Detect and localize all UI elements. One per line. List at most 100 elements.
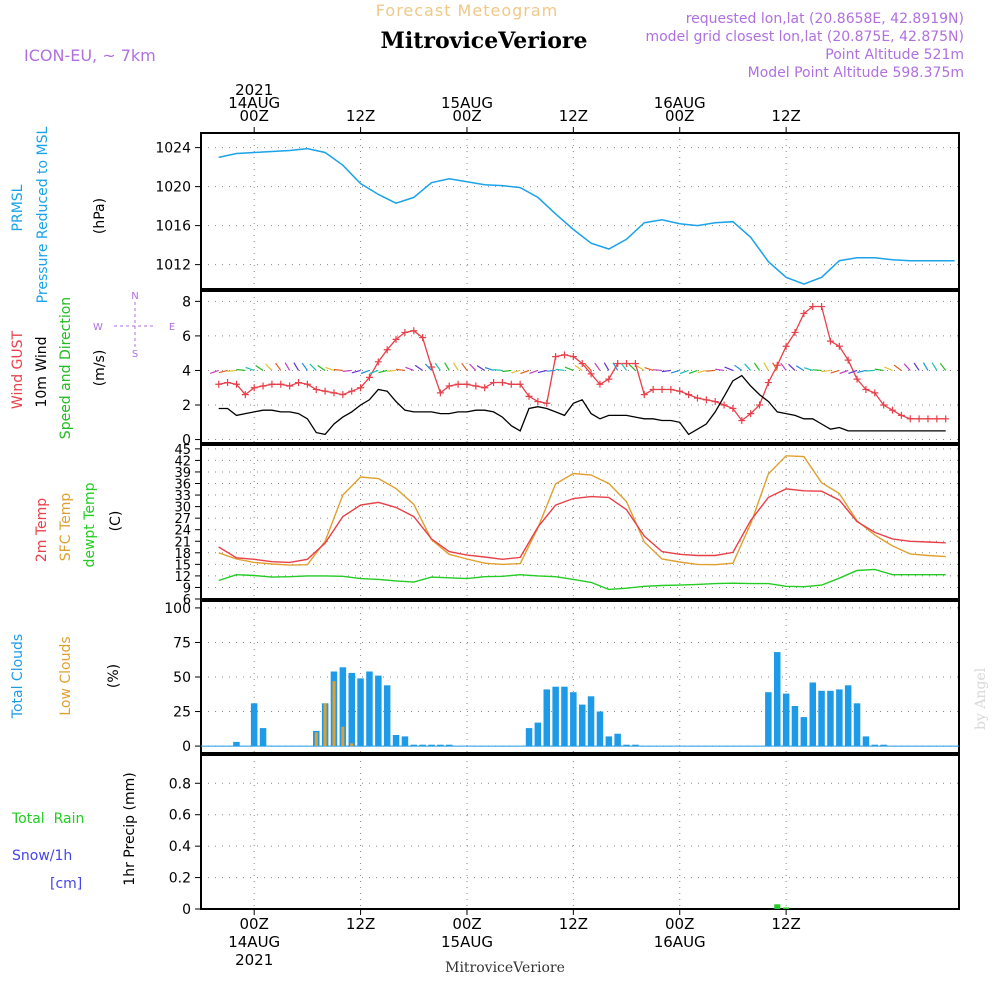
gust-point — [436, 389, 444, 397]
wind-direction-arrow — [414, 364, 423, 371]
precip-unit: 1hr Precip (mm) — [122, 772, 138, 885]
cm-label: [cm] — [50, 876, 82, 892]
gust-point — [303, 380, 311, 388]
total-cloud-bar — [561, 686, 568, 747]
bottom-time-label: 12Z — [346, 915, 375, 933]
total-cloud-bar — [383, 685, 391, 747]
y-tick-label: 1020 — [155, 180, 191, 196]
gust-point — [472, 382, 480, 390]
wind-direction-arrow — [360, 369, 370, 375]
gust-point — [481, 384, 489, 392]
y-tick-label: 39 — [174, 466, 191, 481]
wind-direction-arrow — [333, 368, 343, 372]
top-time-label: 00Z — [665, 107, 694, 125]
wind-direction-arrow — [284, 362, 291, 371]
gust-point — [525, 392, 533, 400]
temp-labels: 2m Temp SFC Temp dewpt Temp (C) — [34, 482, 124, 567]
wind-direction-arrow — [395, 368, 405, 372]
total-cloud-bar — [623, 744, 630, 747]
bottom-time-label: 15AUG — [441, 933, 493, 951]
pressure-line — [218, 147, 955, 285]
wind-direction-arrow — [594, 362, 601, 371]
gust-point — [623, 360, 631, 368]
rain-bar — [783, 907, 790, 909]
wind-direction-arrow — [903, 363, 911, 371]
y-tick-label: 0 — [182, 739, 191, 755]
y-tick-label: 4 — [182, 363, 191, 379]
compass-s: S — [132, 349, 138, 360]
temp-unit: (C) — [108, 511, 124, 532]
wind-direction-arrow — [715, 368, 725, 372]
bottom-time-label: 12Z — [559, 915, 588, 933]
gust-point — [862, 385, 870, 393]
wind-direction-arrow — [724, 366, 734, 372]
wind-direction-arrow — [387, 369, 397, 372]
wind-direction-arrow — [405, 366, 414, 372]
total-cloud-bar — [375, 675, 382, 747]
total-cloud-bar — [774, 652, 781, 747]
wind-direction-arrow — [255, 365, 264, 371]
gust-point — [791, 328, 799, 336]
total-cloud-bar — [880, 744, 887, 747]
rain-bar — [774, 904, 781, 909]
wind-direction-arrow — [484, 366, 494, 372]
footer-station: MitroviceVeriore — [445, 960, 565, 976]
wind-direction-arrow — [444, 362, 450, 371]
wind-direction-arrow — [795, 365, 805, 371]
y-tick-label: 33 — [174, 489, 191, 504]
wind-direction-arrow — [661, 369, 671, 373]
bottom-time-label: 12Z — [771, 915, 800, 933]
wind-direction-arrow — [628, 363, 636, 371]
wind-direction-arrow — [644, 367, 654, 372]
wind-direction-arrow — [780, 362, 787, 371]
gust-point — [348, 387, 356, 395]
wind-direction-arrow — [848, 369, 858, 374]
low-cloud-bar — [314, 732, 318, 747]
wind-direction-arrow — [520, 369, 530, 375]
low-cloud-bar — [332, 681, 336, 746]
gust-point — [809, 303, 817, 311]
dew-label: dewpt Temp — [82, 482, 98, 567]
wind-direction-arrow — [236, 368, 246, 372]
top-time-label: 2021 — [235, 81, 273, 99]
gust-point — [880, 401, 888, 409]
total-cloud-bar — [800, 717, 808, 747]
gust-point — [268, 380, 276, 388]
y-tick-label: 100 — [164, 601, 191, 617]
wind-direction-arrow — [469, 363, 477, 371]
total-cloud-bar — [844, 685, 852, 747]
gust-point — [915, 415, 923, 423]
wind-direction-arrow — [461, 362, 468, 371]
wind-direction-arrow — [812, 369, 822, 372]
y-tick-label: 12 — [174, 570, 191, 585]
gust-point — [259, 382, 267, 390]
wind-labels: Wind GUST 10m Wind Speed and Direction (… — [10, 291, 175, 439]
top-time-label: 14AUG — [228, 94, 280, 112]
wind-direction-arrow — [744, 363, 752, 371]
low-cloud-bar — [350, 743, 354, 747]
compass-n: N — [131, 291, 138, 302]
y-tick-label: 0 — [182, 433, 191, 449]
panel-frame — [200, 132, 960, 290]
gust-point — [747, 410, 755, 418]
wind-direction-arrow — [865, 369, 875, 372]
direction-label: Speed and Direction — [58, 297, 74, 439]
bottom-time-label: 16AUG — [654, 933, 706, 951]
gust-point — [224, 379, 232, 387]
gust-point — [844, 356, 852, 364]
gust-point — [552, 353, 560, 361]
wind-direction-arrow — [874, 368, 884, 372]
gust-point — [250, 384, 258, 392]
bottom-time-label: 2021 — [235, 951, 273, 969]
wind-direction-arrow — [424, 363, 432, 371]
wind-direction-arrow — [369, 369, 379, 374]
panel-clouds: 0 25 50 75 100 — [164, 600, 960, 755]
gust-point — [392, 335, 400, 343]
gust-point — [312, 385, 320, 393]
gust-point — [454, 380, 462, 388]
requested-coords: requested lon,lat (20.8658E, 42.8919N) — [686, 11, 964, 27]
wind-direction-arrow — [537, 369, 547, 374]
y-tick-label: 15 — [174, 558, 191, 573]
gust-point — [277, 380, 285, 388]
